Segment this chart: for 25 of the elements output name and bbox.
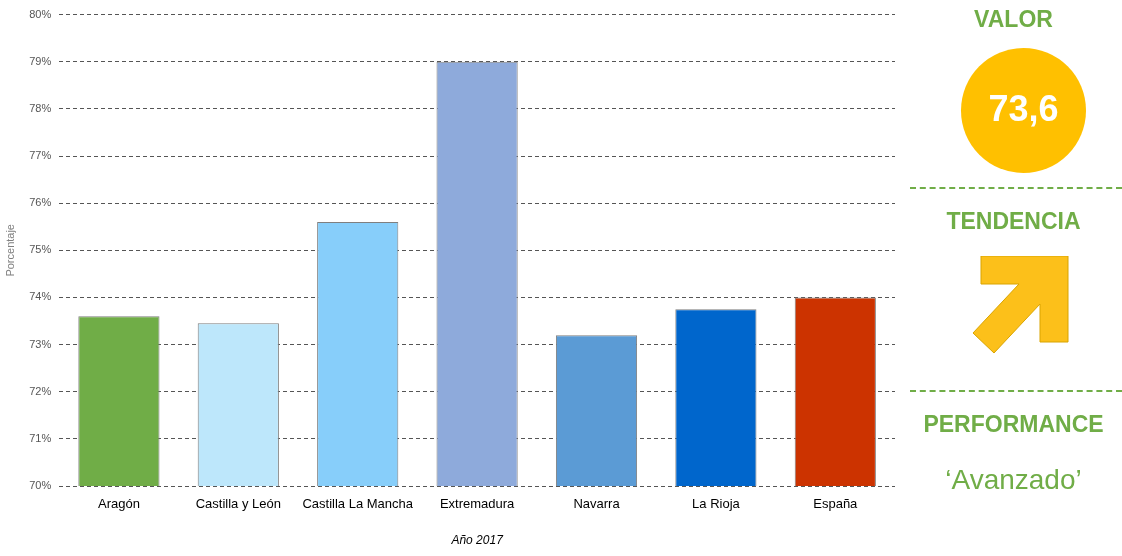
text: ‘Avanzado’ — [944, 464, 1083, 496]
y-tick-label: 74% — [29, 290, 52, 303]
text: VALOR — [973, 6, 1054, 33]
text: 73,6 — [987, 88, 1060, 130]
y-tick-label: 72% — [29, 384, 52, 397]
y-tick-label: 77% — [29, 149, 52, 162]
y-tick-label: 79% — [29, 54, 52, 67]
y-tick-label: 73% — [29, 337, 52, 350]
y-tick-label: 78% — [29, 101, 52, 114]
y-axis-title: Porcentaje — [3, 224, 16, 277]
y-tick-label: 76% — [29, 196, 52, 209]
x-axis-title: Año 2017 — [450, 533, 505, 548]
y-tick-label: 70% — [29, 479, 52, 492]
y-tick-label: 80% — [29, 7, 52, 20]
text: PERFORMANCE — [922, 411, 1105, 438]
x-tick-label: Aragón — [97, 496, 140, 512]
x-tick-label: Extremadura — [439, 496, 516, 512]
y-tick-label: 71% — [29, 431, 52, 444]
x-tick-label: La Rioja — [692, 496, 741, 512]
y-tick-label: 75% — [29, 243, 52, 256]
x-tick-label: Navarra — [573, 496, 621, 512]
text: TENDENCIA — [945, 208, 1082, 235]
x-tick-label: España — [813, 496, 859, 512]
x-tick-label: Castilla y León — [195, 496, 281, 512]
x-tick-label: Castilla La Mancha — [302, 496, 414, 512]
